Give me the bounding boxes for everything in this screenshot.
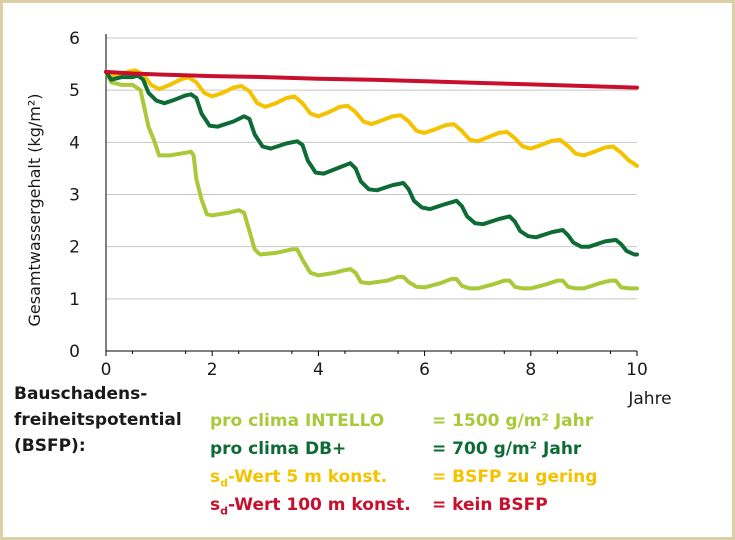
y-axis-title: Gesamtwassergehalt (kg/m²) — [25, 94, 44, 327]
legend-label-sd5: sd-Wert 5 m konst. — [210, 467, 387, 489]
legend-title-line: freiheitspotential — [14, 410, 182, 430]
legend-title: Bauschadens- freiheitspotential (BSFP): — [14, 381, 182, 459]
legend-title-line: Bauschadens- — [14, 384, 148, 404]
legend-value-sd100: = kein BSFP — [432, 495, 548, 515]
series-line — [104, 69, 639, 257]
legend-label-sd100-main: s — [210, 495, 221, 515]
x-tick-label: 8 — [525, 360, 536, 380]
series-line — [104, 69, 639, 291]
axes — [105, 34, 638, 356]
legend-label-intello: pro clima INTELLO — [210, 411, 385, 431]
y-tick-label: 4 — [69, 133, 80, 153]
x-tick-labels: 0 2 4 6 8 10 — [101, 360, 648, 380]
legend-value-sd5: = BSFP zu gering — [432, 467, 598, 487]
series-lines — [104, 68, 639, 291]
x-axis-title: Jahre — [627, 389, 671, 409]
y-tick-label: 0 — [69, 342, 80, 362]
legend-value-intello: = 1500 g/m² Jahr — [432, 411, 594, 431]
legend-title-line: (BSFP): — [14, 436, 86, 456]
y-tick-labels: 0 1 2 3 4 5 6 — [69, 29, 80, 362]
legend-label-sd5-rest: -Wert 5 m konst. — [228, 467, 388, 487]
x-tick-label: 10 — [626, 360, 648, 380]
legend-label-sd100: sd-Wert 100 m konst. — [210, 495, 411, 517]
legend-label-sd5-main: s — [210, 467, 221, 487]
legend-label-db: pro clima DB+ — [210, 439, 347, 459]
legend-label-sd100-sub: d — [220, 504, 228, 518]
legend-label-sd100-rest: -Wert 100 m konst. — [228, 495, 411, 515]
series-line — [104, 69, 639, 90]
x-tick-label: 2 — [207, 360, 218, 380]
grid-lines — [106, 37, 637, 300]
x-tick-label: 4 — [313, 360, 324, 380]
x-tick-label: 6 — [419, 360, 430, 380]
y-tick-label: 3 — [69, 186, 80, 206]
legend-label-sd5-sub: d — [220, 476, 228, 490]
y-tick-label: 2 — [69, 238, 80, 258]
y-tick-label: 1 — [69, 290, 80, 310]
x-tick-label: 0 — [101, 360, 112, 380]
series-line — [104, 68, 639, 168]
legend-value-db: = 700 g/m² Jahr — [432, 439, 582, 459]
y-tick-label: 6 — [69, 29, 80, 49]
y-tick-label: 5 — [69, 81, 80, 101]
